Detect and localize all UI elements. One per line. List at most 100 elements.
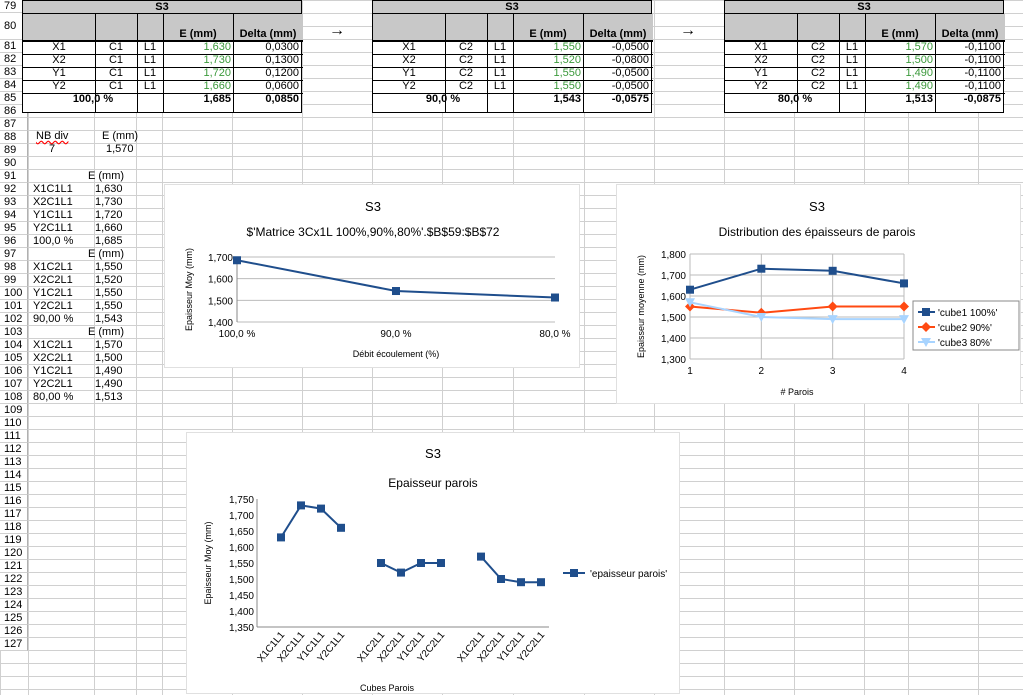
list-item-value[interactable]: 1,630 <box>95 183 123 195</box>
list-item-label[interactable]: X1C2L1 <box>33 261 73 273</box>
col-delta-header[interactable]: Delta (mm) <box>941 28 999 40</box>
row-header[interactable]: 112 <box>0 443 28 456</box>
chart-distribution[interactable]: S3 Distribution des épaisseurs de parois 1… <box>616 184 1021 404</box>
row-header[interactable]: 81 <box>0 40 28 53</box>
row-header[interactable]: 126 <box>0 625 28 638</box>
row-header[interactable]: 97 <box>0 248 28 261</box>
cell-cube[interactable]: C2 <box>810 67 826 79</box>
chart-epaisseur-parois[interactable]: S3 Epaisseur parois 1,350 1,400 1,450 1,500 1,… <box>186 432 680 694</box>
cell-layer[interactable]: L1 <box>493 80 507 92</box>
cell-cube[interactable]: C1 <box>108 80 124 92</box>
list-item-label[interactable]: Y1C1L1 <box>33 209 73 221</box>
cell-delta[interactable]: -0,1100 <box>964 67 1002 79</box>
list-item-value[interactable]: 1,490 <box>95 365 123 377</box>
total-label[interactable]: 100,0 % <box>72 93 114 105</box>
list-item-label[interactable]: 100,0 % <box>33 235 74 247</box>
col-e-header[interactable]: E (mm) <box>529 28 567 40</box>
list-item-value[interactable]: 1,543 <box>95 313 123 325</box>
list-item-value[interactable]: 1,730 <box>95 196 123 208</box>
cell-wall[interactable]: Y2 <box>402 80 416 92</box>
col-e-header[interactable]: E (mm) <box>881 28 919 40</box>
row-header[interactable]: 122 <box>0 573 28 586</box>
list-item-label[interactable]: Y2C2L1 <box>33 300 73 312</box>
row-header[interactable]: 124 <box>0 599 28 612</box>
cell-e[interactable]: 1,630 <box>203 41 231 53</box>
list-item-value[interactable]: 1,490 <box>95 378 123 390</box>
cell-e[interactable]: 1,550 <box>553 80 581 92</box>
cell-wall[interactable]: X2 <box>754 54 768 66</box>
cell-cube[interactable]: C2 <box>458 67 474 79</box>
list-item-value[interactable]: 1,720 <box>95 209 123 221</box>
cell-cube[interactable]: C2 <box>458 80 474 92</box>
nbdiv-e-value[interactable]: 1,570 <box>106 143 134 155</box>
cell-cube[interactable]: C2 <box>810 41 826 53</box>
list-item-value[interactable]: 1,570 <box>95 339 123 351</box>
list-header[interactable]: E (mm) <box>88 170 125 182</box>
cell-delta[interactable]: -0,0500 <box>611 41 649 53</box>
row-header[interactable]: 115 <box>0 482 28 495</box>
row-header[interactable]: 121 <box>0 560 28 573</box>
list-item-label[interactable]: Y2C1L1 <box>33 222 73 234</box>
chart-debit[interactable]: S3 $'Matrice 3Cx1L 100%,90%,80%'.$B$59:$B… <box>164 184 580 368</box>
cell-wall[interactable]: Y1 <box>402 67 416 79</box>
summary-table[interactable]: S3 E (mm) Delta (mm) X1 C2 L1 1,570 -0,1100 X2 C2… <box>724 0 1005 113</box>
row-header[interactable]: 92 <box>0 183 28 196</box>
col-delta-header[interactable]: Delta (mm) <box>589 28 647 40</box>
list-item-value[interactable]: 1,660 <box>95 222 123 234</box>
cell-delta[interactable]: -0,1100 <box>964 41 1002 53</box>
cell-cube[interactable]: C2 <box>810 80 826 92</box>
row-header[interactable]: 113 <box>0 456 28 469</box>
cell-delta[interactable]: -0,1100 <box>964 54 1002 66</box>
cell-delta[interactable]: 0,0300 <box>265 41 299 53</box>
cell-e[interactable]: 1,720 <box>203 67 231 79</box>
row-header[interactable]: 118 <box>0 521 28 534</box>
cell-wall[interactable]: X1 <box>402 41 416 53</box>
cell-delta[interactable]: 0,1300 <box>265 54 299 66</box>
row-header[interactable]: 119 <box>0 534 28 547</box>
row-header[interactable]: 110 <box>0 417 28 430</box>
row-header[interactable]: 82 <box>0 53 28 66</box>
list-item-value[interactable]: 1,550 <box>95 287 123 299</box>
row-header[interactable]: 83 <box>0 66 28 79</box>
cell-layer[interactable]: L1 <box>845 67 859 79</box>
cell-layer[interactable]: L1 <box>845 41 859 53</box>
cell-delta[interactable]: 0,0600 <box>265 80 299 92</box>
row-header[interactable]: 89 <box>0 144 28 157</box>
cell-layer[interactable]: L1 <box>143 41 157 53</box>
cell-e[interactable]: 1,660 <box>203 80 231 92</box>
row-header[interactable]: 99 <box>0 274 28 287</box>
total-e[interactable]: 1,543 <box>553 93 581 105</box>
row-header[interactable]: 109 <box>0 404 28 417</box>
cell-layer[interactable]: L1 <box>143 80 157 92</box>
list-header[interactable]: E (mm) <box>88 326 125 338</box>
col-e-header[interactable]: E (mm) <box>179 28 217 40</box>
total-delta[interactable]: 0,0850 <box>265 93 299 105</box>
row-header[interactable]: 94 <box>0 209 28 222</box>
row-header[interactable]: 87 <box>0 118 28 131</box>
cell-cube[interactable]: C2 <box>458 41 474 53</box>
cell-cube[interactable]: C1 <box>108 54 124 66</box>
row-header[interactable]: 88 <box>0 131 28 144</box>
summary-table[interactable]: S3 E (mm) Delta (mm) X1 C1 L1 1,630 0,0300 X2 C1 L… <box>22 0 303 113</box>
cell-layer[interactable]: L1 <box>143 67 157 79</box>
cell-layer[interactable]: L1 <box>493 54 507 66</box>
row-header[interactable]: 93 <box>0 196 28 209</box>
list-item-label[interactable]: X2C1L1 <box>33 196 73 208</box>
row-header[interactable]: 117 <box>0 508 28 521</box>
row-header[interactable]: 98 <box>0 261 28 274</box>
list-item-label[interactable]: Y1C2L1 <box>33 287 73 299</box>
total-label[interactable]: 90,0 % <box>425 93 461 105</box>
row-header[interactable]: 104 <box>0 339 28 352</box>
list-item-label[interactable]: X1C2L1 <box>33 339 73 351</box>
col-delta-header[interactable]: Delta (mm) <box>239 28 297 40</box>
row-header[interactable]: 102 <box>0 313 28 326</box>
cell-cube[interactable]: C2 <box>458 54 474 66</box>
cell-delta[interactable]: -0,0500 <box>611 67 649 79</box>
cell-layer[interactable]: L1 <box>143 54 157 66</box>
row-header[interactable]: 105 <box>0 352 28 365</box>
cell-e[interactable]: 1,490 <box>905 67 933 79</box>
row-header[interactable]: 85 <box>0 92 28 105</box>
cell-delta[interactable]: -0,1100 <box>964 80 1002 92</box>
cell-e[interactable]: 1,550 <box>553 67 581 79</box>
cell-e[interactable]: 1,550 <box>553 41 581 53</box>
